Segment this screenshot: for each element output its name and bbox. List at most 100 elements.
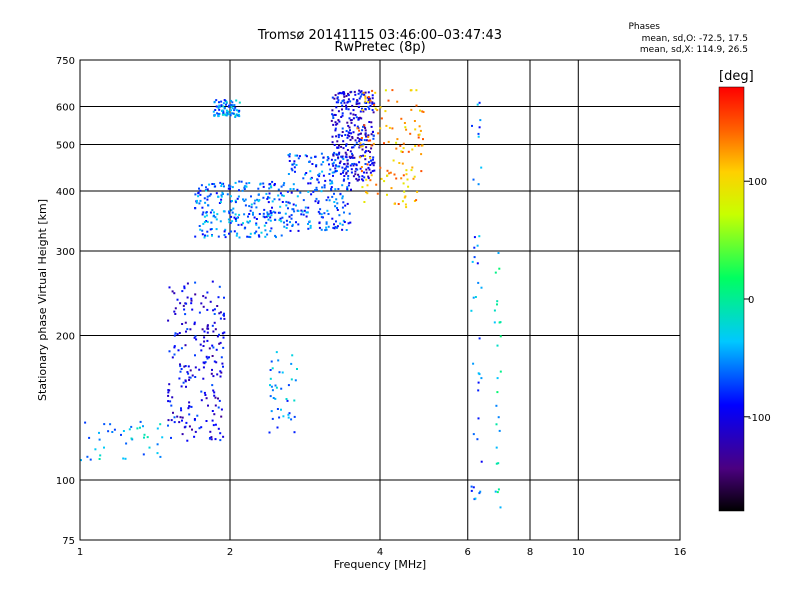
- data-point: [210, 436, 213, 439]
- data-point: [238, 109, 241, 112]
- data-point: [385, 124, 388, 127]
- data-point: [159, 455, 162, 458]
- data-point: [229, 187, 231, 190]
- data-point: [293, 431, 296, 434]
- data-point: [156, 427, 159, 430]
- data-point: [332, 161, 335, 164]
- data-point: [238, 101, 241, 104]
- data-point: [379, 127, 382, 130]
- data-point: [332, 226, 335, 229]
- data-point: [337, 119, 340, 122]
- data-point: [358, 138, 361, 141]
- data-point: [493, 309, 496, 312]
- data-point: [213, 313, 216, 315]
- data-point: [248, 205, 251, 208]
- data-point: [363, 201, 366, 203]
- data-point: [219, 375, 222, 378]
- data-point: [235, 109, 238, 112]
- data-point: [334, 121, 337, 124]
- data-point: [344, 151, 347, 154]
- data-point: [347, 175, 350, 177]
- data-point: [223, 234, 226, 236]
- data-point: [203, 391, 206, 394]
- data-point: [190, 302, 193, 305]
- data-point: [290, 418, 293, 421]
- data-point: [345, 107, 348, 110]
- data-point: [334, 226, 337, 228]
- data-point: [213, 394, 216, 397]
- data-point: [369, 159, 372, 162]
- data-point: [347, 184, 350, 187]
- y-axis-label: Stationary phase Virtual Height [km]: [36, 199, 49, 401]
- data-point: [206, 198, 209, 201]
- data-point: [364, 91, 367, 94]
- data-point: [336, 146, 339, 149]
- data-point: [236, 114, 239, 117]
- data-point: [214, 404, 217, 407]
- data-point: [103, 423, 106, 426]
- data-point: [198, 187, 200, 190]
- data-point: [234, 106, 237, 109]
- data-point: [334, 129, 337, 132]
- data-point: [185, 302, 188, 305]
- data-point: [264, 235, 267, 238]
- data-point: [402, 182, 405, 185]
- data-point: [179, 370, 182, 373]
- data-point: [266, 211, 269, 214]
- data-point: [298, 155, 301, 158]
- data-point: [342, 169, 345, 172]
- data-point: [222, 110, 225, 113]
- data-point: [197, 191, 200, 194]
- colorbar-tick-label: 0: [748, 295, 754, 306]
- data-point: [290, 167, 293, 170]
- data-point: [361, 148, 364, 151]
- data-point: [252, 211, 254, 214]
- data-point: [361, 107, 363, 110]
- data-point: [401, 162, 404, 165]
- data-point: [249, 209, 252, 212]
- data-point: [291, 225, 294, 227]
- data-point: [218, 342, 221, 345]
- data-point: [204, 361, 207, 364]
- data-point: [343, 101, 346, 104]
- data-point: [360, 90, 363, 93]
- data-point: [200, 349, 203, 352]
- data-point: [287, 207, 289, 210]
- data-point: [337, 101, 340, 104]
- data-point: [360, 170, 363, 173]
- data-point: [225, 109, 228, 112]
- data-point: [495, 446, 498, 449]
- y-tick-label: 75: [62, 536, 75, 547]
- data-point: [221, 362, 224, 365]
- data-point: [476, 244, 479, 247]
- colorbar: [718, 86, 745, 512]
- data-point: [216, 213, 219, 216]
- data-point: [330, 119, 333, 122]
- data-point: [405, 173, 408, 176]
- data-point: [495, 404, 498, 407]
- data-point: [202, 295, 205, 298]
- data-point: [396, 100, 399, 103]
- data-point: [417, 136, 420, 139]
- data-point: [358, 133, 361, 135]
- data-point: [363, 93, 366, 96]
- data-point: [368, 107, 371, 110]
- data-point: [380, 117, 383, 120]
- data-point: [336, 202, 339, 205]
- data-point: [176, 333, 179, 336]
- data-point: [333, 223, 335, 226]
- data-point: [210, 228, 213, 230]
- data-point: [287, 201, 290, 204]
- data-point: [377, 132, 380, 135]
- data-point: [217, 397, 219, 400]
- data-point: [248, 213, 251, 215]
- data-point: [343, 178, 345, 181]
- data-point: [286, 190, 289, 193]
- data-point: [352, 109, 355, 112]
- data-point: [327, 157, 330, 160]
- data-point: [320, 216, 323, 219]
- data-point: [266, 197, 269, 200]
- data-point: [187, 365, 190, 368]
- data-point: [200, 399, 203, 402]
- data-point: [422, 111, 425, 113]
